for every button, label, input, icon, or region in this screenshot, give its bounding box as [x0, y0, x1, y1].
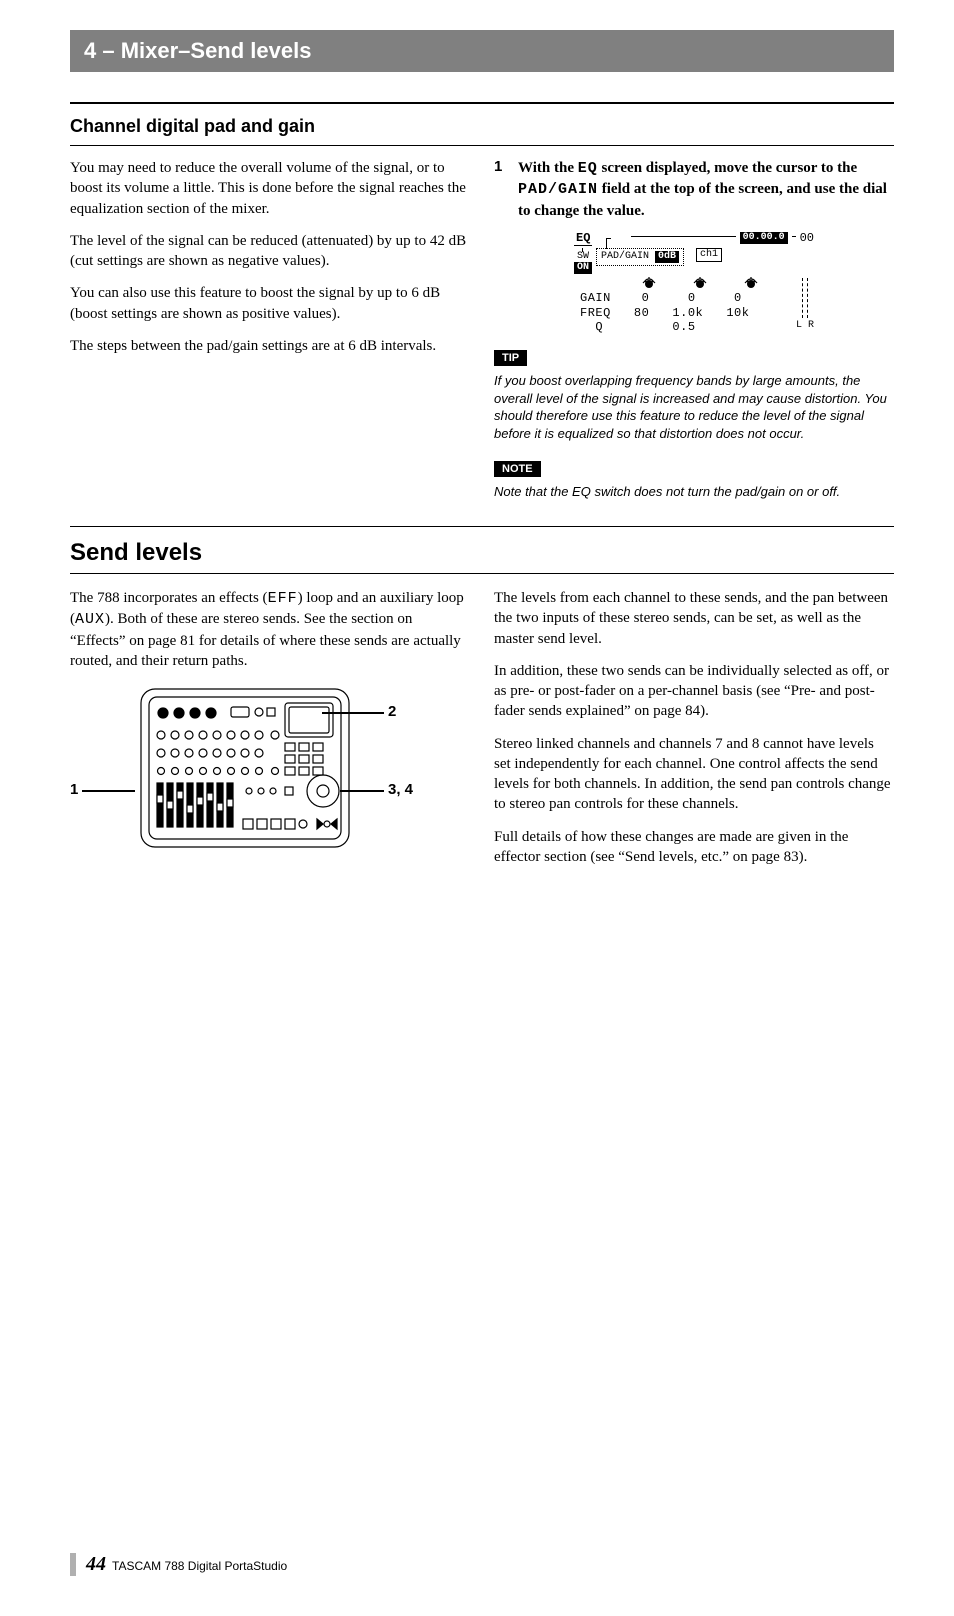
lcd-knob-icon: [744, 277, 758, 289]
figure-label-2: 2: [388, 703, 396, 720]
note-badge: NOTE: [494, 461, 541, 477]
section-divider-under: [70, 145, 894, 146]
lcd-value: 0dB: [655, 251, 679, 263]
step-1: 1 With the EQ screen displayed, move the…: [494, 158, 894, 221]
note-text: Note that the EQ switch does not turn th…: [494, 483, 894, 501]
step-number: 1: [494, 158, 508, 221]
tip-badge: TIP: [494, 350, 527, 366]
step-text: With the EQ screen displayed, move the c…: [518, 158, 894, 221]
send-p1: The levels from each channel to these se…: [494, 588, 894, 649]
lcd-row-q: Q 0.5: [580, 320, 796, 334]
device-illustration: [135, 683, 355, 853]
step-lcd-padgain: PAD/GAIN: [518, 181, 598, 198]
right-column-send: The levels from each channel to these se…: [494, 588, 894, 893]
send-intro-pre: The 788 incorporates an effects (: [70, 590, 268, 606]
section-divider-send-bottom: [70, 573, 894, 574]
lcd-on: ON: [574, 262, 592, 274]
step-pre: With the: [518, 160, 578, 176]
figure-line-1: [82, 790, 135, 792]
section-divider-send-top: [70, 526, 894, 527]
section-divider-top: [70, 102, 894, 104]
send-p4: Full details of how these changes are ma…: [494, 827, 894, 868]
lcd-screenshot: EQ x 00.00.0 00 SW ON PAD/: [574, 231, 814, 335]
send-intro: The 788 incorporates an effects (EFF) lo…: [70, 588, 470, 671]
tip-text: If you boost overlapping frequency bands…: [494, 372, 894, 442]
step-lcd-eq: EQ: [578, 160, 598, 177]
page-number: 44: [86, 1553, 106, 1576]
lcd-time-right: 00: [800, 231, 814, 245]
pad-gain-p3: You can also use this feature to boost t…: [70, 283, 470, 324]
lcd-lr: L R: [796, 320, 814, 332]
lcd-sw: SW: [577, 252, 589, 262]
chapter-title-bar: 4 – Mixer–Send levels: [70, 30, 894, 72]
pad-gain-p1: You may need to reduce the overall volum…: [70, 158, 470, 219]
lcd-knob-icon: [642, 277, 656, 289]
lcd-knob-icon: [693, 277, 707, 289]
left-column-send: The 788 incorporates an effects (EFF) lo…: [70, 588, 470, 893]
lcd-time-frag: 00.00.0: [740, 232, 788, 244]
product-name: TASCAM 788 Digital PortaStudio: [112, 1559, 287, 1573]
lcd-row-freq: FREQ 80 1.0k 10k: [580, 306, 796, 320]
figure-label-1: 1: [70, 781, 78, 798]
lcd-channel: ch1: [696, 248, 722, 262]
send-intro-lcd-eff: EFF: [268, 590, 298, 607]
section-title-pad-gain: Channel digital pad and gain: [70, 116, 894, 137]
pad-gain-p4: The steps between the pad/gain settings …: [70, 336, 470, 356]
send-intro-post: ). Both of these are stereo sends. See t…: [70, 611, 461, 669]
send-p2: In addition, these two sends can be indi…: [494, 661, 894, 722]
right-column-pad-gain: 1 With the EQ screen displayed, move the…: [494, 158, 894, 508]
lcd-title: EQ: [574, 231, 592, 246]
send-p3: Stereo linked channels and channels 7 an…: [494, 734, 894, 815]
device-figure: 1 2 3, 4: [70, 683, 470, 883]
page-footer: 44 TASCAM 788 Digital PortaStudio: [70, 1553, 894, 1576]
lcd-row-gain: GAIN 0 0 0: [580, 291, 796, 305]
left-column-pad-gain: You may need to reduce the overall volum…: [70, 158, 470, 508]
step-mid: screen displayed, move the cursor to the: [598, 160, 857, 176]
lcd-padgain: PAD/GAIN: [601, 251, 649, 263]
figure-label-34: 3, 4: [388, 781, 413, 798]
send-intro-lcd-aux: AUX: [75, 611, 105, 628]
section-title-send: Send levels: [70, 539, 894, 567]
pad-gain-p2: The level of the signal can be reduced (…: [70, 231, 470, 272]
